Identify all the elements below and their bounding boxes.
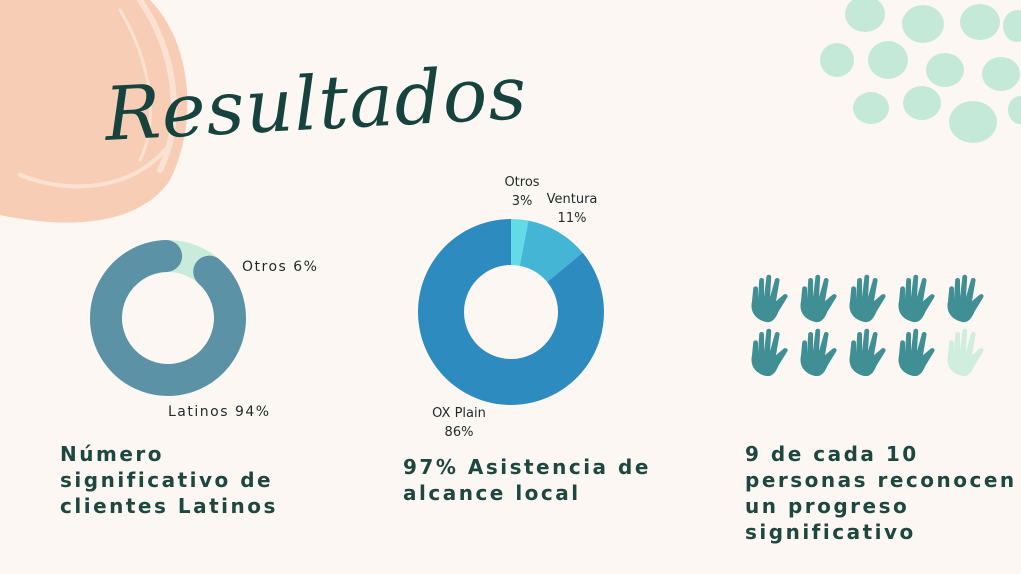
- hand-icon-filled: [898, 328, 935, 376]
- slice-label-ox-plain: OX Plain: [432, 406, 486, 421]
- slice-pct-ox-plain: 86%: [445, 425, 474, 440]
- caption-progreso: 9 de cada 10 personas reconocen un progr…: [745, 442, 1017, 544]
- hands-pictograph: [751, 274, 984, 376]
- mint-dots-decoration: [820, 0, 1021, 143]
- hand-icon-filled: [751, 328, 788, 376]
- donut-slice-ventura: [519, 220, 583, 283]
- caption-latinos: Número significativo de clientes Latinos: [60, 442, 278, 518]
- slice-label-ventura: Ventura: [547, 192, 598, 207]
- hand-icon-filled: [800, 274, 837, 323]
- slice-label-latinos: Latinos 94%: [168, 404, 271, 420]
- donut-slice-otros: [511, 219, 529, 266]
- donut-chart-latinos: Otros 6% Latinos 94%: [90, 240, 318, 420]
- caption-asistencia: 97% Asistencia de alcance local: [403, 455, 651, 505]
- donut-slice-ox-plain: [418, 219, 604, 405]
- hand-icon-filled: [751, 274, 788, 323]
- slice-pct-ventura: 11%: [558, 211, 587, 226]
- slice-label-otros: Otros 6%: [242, 259, 318, 275]
- slice-pct-otros: 3%: [512, 194, 533, 209]
- hand-icon-filled: [947, 274, 984, 323]
- hand-icon-empty: [947, 328, 984, 376]
- donut-chart-asistencia: Otros 3% Ventura 11% OX Plain 86%: [418, 175, 604, 440]
- donut-slice-latinos: [90, 240, 246, 396]
- hand-icon-filled: [800, 328, 837, 376]
- hand-icon-filled: [898, 274, 935, 323]
- hand-icon-filled: [849, 274, 886, 323]
- hand-icon-filled: [849, 328, 886, 376]
- peach-brush-decoration: [0, 0, 188, 223]
- slice-label-otros: Otros: [504, 175, 539, 190]
